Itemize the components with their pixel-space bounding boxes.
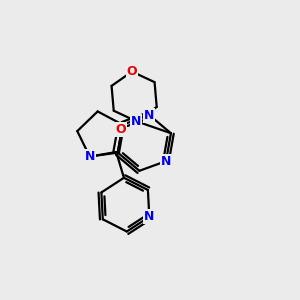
Text: N: N (131, 115, 142, 128)
Text: O: O (127, 65, 137, 78)
Text: O: O (115, 123, 126, 136)
Text: N: N (161, 154, 171, 168)
Text: N: N (144, 109, 154, 122)
Text: N: N (144, 210, 154, 224)
Text: N: N (85, 150, 95, 163)
